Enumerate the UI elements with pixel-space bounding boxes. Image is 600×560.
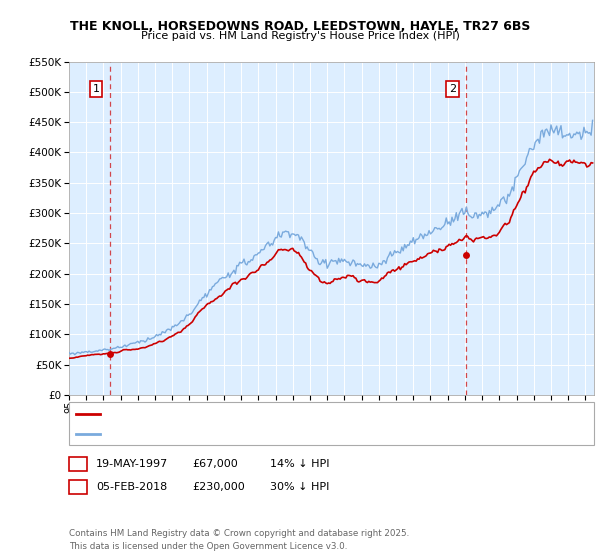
Text: 1: 1: [92, 84, 100, 94]
Text: HPI: Average price, detached house, Cornwall: HPI: Average price, detached house, Corn…: [105, 430, 322, 439]
Text: 05-FEB-2018: 05-FEB-2018: [96, 482, 167, 492]
Text: 1: 1: [74, 459, 82, 469]
Text: £67,000: £67,000: [192, 459, 238, 469]
Text: 2: 2: [449, 84, 456, 94]
Text: THE KNOLL, HORSEDOWNS ROAD, LEEDSTOWN, HAYLE, TR27 6BS (detached house): THE KNOLL, HORSEDOWNS ROAD, LEEDSTOWN, H…: [105, 409, 504, 418]
Text: £230,000: £230,000: [192, 482, 245, 492]
Text: THE KNOLL, HORSEDOWNS ROAD, LEEDSTOWN, HAYLE, TR27 6BS: THE KNOLL, HORSEDOWNS ROAD, LEEDSTOWN, H…: [70, 20, 530, 32]
Text: 2: 2: [74, 482, 82, 492]
Text: Contains HM Land Registry data © Crown copyright and database right 2025.
This d: Contains HM Land Registry data © Crown c…: [69, 529, 409, 550]
Text: Price paid vs. HM Land Registry's House Price Index (HPI): Price paid vs. HM Land Registry's House …: [140, 31, 460, 41]
Text: 19-MAY-1997: 19-MAY-1997: [96, 459, 168, 469]
Text: 30% ↓ HPI: 30% ↓ HPI: [270, 482, 329, 492]
Text: 14% ↓ HPI: 14% ↓ HPI: [270, 459, 329, 469]
